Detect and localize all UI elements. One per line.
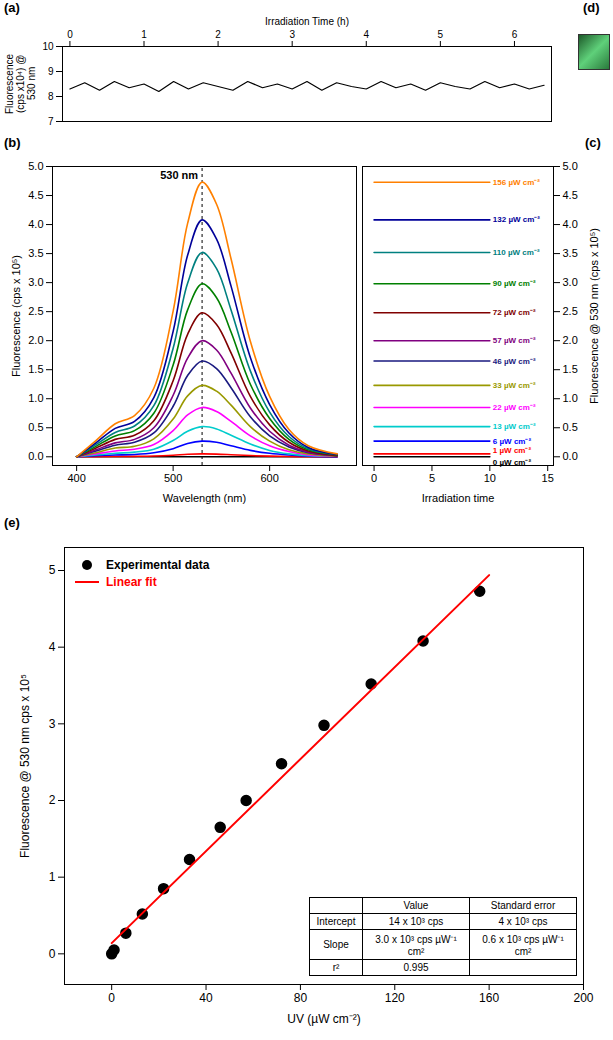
svg-text:3: 3 [289, 29, 295, 40]
svg-text:0.5: 0.5 [28, 421, 43, 433]
svg-text:6: 6 [512, 29, 518, 40]
svg-text:4: 4 [363, 29, 369, 40]
svg-text:530 nm: 530 nm [160, 169, 198, 181]
svg-text:1.0: 1.0 [563, 392, 578, 404]
svg-text:1: 1 [49, 870, 56, 884]
svg-text:15: 15 [542, 472, 554, 484]
html-text:(d): (d) [583, 0, 600, 15]
html-text:Linear fit: Linear fit [106, 575, 157, 589]
svg-text:600: 600 [260, 472, 278, 484]
svg-text:2: 2 [49, 793, 56, 807]
html-text:0.6 x 10³ cps µW⁻¹ cm²: 0.6 x 10³ cps µW⁻¹ cm² [482, 934, 564, 957]
svg-text:22 µW cm⁻²: 22 µW cm⁻² [493, 403, 536, 412]
svg-text:2: 2 [215, 29, 221, 40]
svg-text:1.0: 1.0 [28, 392, 43, 404]
html-text:0.995: 0.995 [403, 962, 429, 973]
html-text:Intercept: Intercept [316, 916, 356, 927]
html-text:4 x 10³ cps: 4 x 10³ cps [498, 916, 548, 927]
svg-text:8: 8 [48, 91, 54, 102]
svg-text:132 µW cm⁻²: 132 µW cm⁻² [493, 215, 541, 224]
svg-text:2.5: 2.5 [563, 305, 578, 317]
svg-text:Fluorescence (cps x 10⁵): Fluorescence (cps x 10⁵) [10, 255, 22, 377]
svg-text:2.0: 2.0 [28, 334, 43, 346]
svg-text:6 µW cm⁻²: 6 µW cm⁻² [493, 437, 532, 446]
svg-text:46 µW cm⁻²: 46 µW cm⁻² [493, 357, 536, 366]
svg-text:5.0: 5.0 [563, 160, 578, 172]
svg-text:0.0: 0.0 [563, 450, 578, 462]
svg-text:1.5: 1.5 [28, 363, 43, 375]
svg-text:72 µW cm⁻²: 72 µW cm⁻² [493, 308, 536, 317]
svg-text:Fluorescence @ 530 nm cps x 10: Fluorescence @ 530 nm cps x 10⁵ [18, 674, 32, 858]
html-text:3.0 x 10³ cps µW⁻¹ cm²: 3.0 x 10³ cps µW⁻¹ cm² [375, 934, 457, 957]
svg-text:1.5: 1.5 [563, 363, 578, 375]
svg-text:0 µW cm⁻²: 0 µW cm⁻² [493, 458, 532, 467]
svg-text:120: 120 [385, 991, 405, 1005]
html-text:Slope: Slope [323, 939, 349, 950]
svg-text:10: 10 [42, 41, 54, 52]
svg-text:4: 4 [49, 640, 56, 654]
html-text:(b): (b) [4, 135, 21, 150]
svg-text:1: 1 [141, 29, 147, 40]
svg-text:40: 40 [199, 991, 213, 1005]
svg-text:1 µW cm⁻²: 1 µW cm⁻² [493, 446, 532, 455]
svg-text:3.0: 3.0 [28, 276, 43, 288]
svg-text:57 µW cm⁻²: 57 µW cm⁻² [493, 336, 536, 345]
svg-text:110 µW cm⁻²: 110 µW cm⁻² [493, 248, 540, 257]
svg-text:0: 0 [108, 991, 115, 1005]
svg-text:13 µW cm⁻²: 13 µW cm⁻² [493, 422, 536, 431]
svg-text:33 µW cm⁻²: 33 µW cm⁻² [493, 381, 536, 390]
html-text:Standard error: Standard error [490, 900, 556, 911]
svg-text:4.5: 4.5 [28, 189, 43, 201]
svg-text:90 µW cm⁻²: 90 µW cm⁻² [493, 279, 536, 288]
svg-text:160: 160 [479, 991, 499, 1005]
svg-text:0: 0 [49, 947, 56, 961]
svg-text:Irradiation time: Irradiation time [422, 492, 495, 504]
svg-text:3.0: 3.0 [563, 276, 578, 288]
svg-text:0: 0 [67, 29, 73, 40]
svg-text:4.0: 4.0 [28, 218, 43, 230]
svg-text:2.5: 2.5 [28, 305, 43, 317]
svg-text:10: 10 [484, 472, 496, 484]
svg-text:Wavelength (nm): Wavelength (nm) [163, 492, 246, 504]
svg-text:9: 9 [48, 66, 54, 77]
html-text:(e): (e) [4, 515, 20, 530]
svg-text:4.0: 4.0 [563, 218, 578, 230]
html-text:Fluorescence (cps x10⁴) @ 530: Fluorescence (cps x10⁴) @ 530 nm [4, 53, 37, 114]
svg-text:Irradiation Time (h): Irradiation Time (h) [265, 16, 349, 27]
html-text:(c): (c) [585, 135, 601, 150]
svg-text:UV (µW cm⁻²): UV (µW cm⁻²) [287, 1012, 361, 1026]
svg-text:500: 500 [164, 472, 182, 484]
svg-text:80: 80 [294, 991, 308, 1005]
svg-text:400: 400 [67, 472, 85, 484]
svg-text:5: 5 [429, 472, 435, 484]
svg-text:3.5: 3.5 [563, 247, 578, 259]
svg-text:7: 7 [48, 116, 54, 127]
svg-text:3.5: 3.5 [28, 247, 43, 259]
html-text:r²: r² [332, 962, 340, 973]
html-text:Experimental data: Experimental data [106, 558, 210, 572]
svg-text:4.5: 4.5 [563, 189, 578, 201]
svg-text:0: 0 [371, 472, 377, 484]
html-text:(a): (a) [4, 0, 20, 15]
html-text:Value: Value [403, 900, 429, 911]
svg-text:156 µW cm⁻²: 156 µW cm⁻² [493, 178, 541, 187]
svg-text:Fluorescence @ 530 nm (cps x 1: Fluorescence @ 530 nm (cps x 10⁵) [588, 228, 600, 404]
svg-text:2.0: 2.0 [563, 334, 578, 346]
svg-text:0.5: 0.5 [563, 421, 578, 433]
svg-text:0.0: 0.0 [28, 450, 43, 462]
svg-text:5.0: 5.0 [28, 160, 43, 172]
svg-text:3: 3 [49, 717, 56, 731]
svg-text:5: 5 [49, 563, 56, 577]
svg-text:200: 200 [573, 991, 593, 1005]
svg-text:5: 5 [438, 29, 444, 40]
html-text:14 x 10³ cps: 14 x 10³ cps [388, 916, 444, 927]
